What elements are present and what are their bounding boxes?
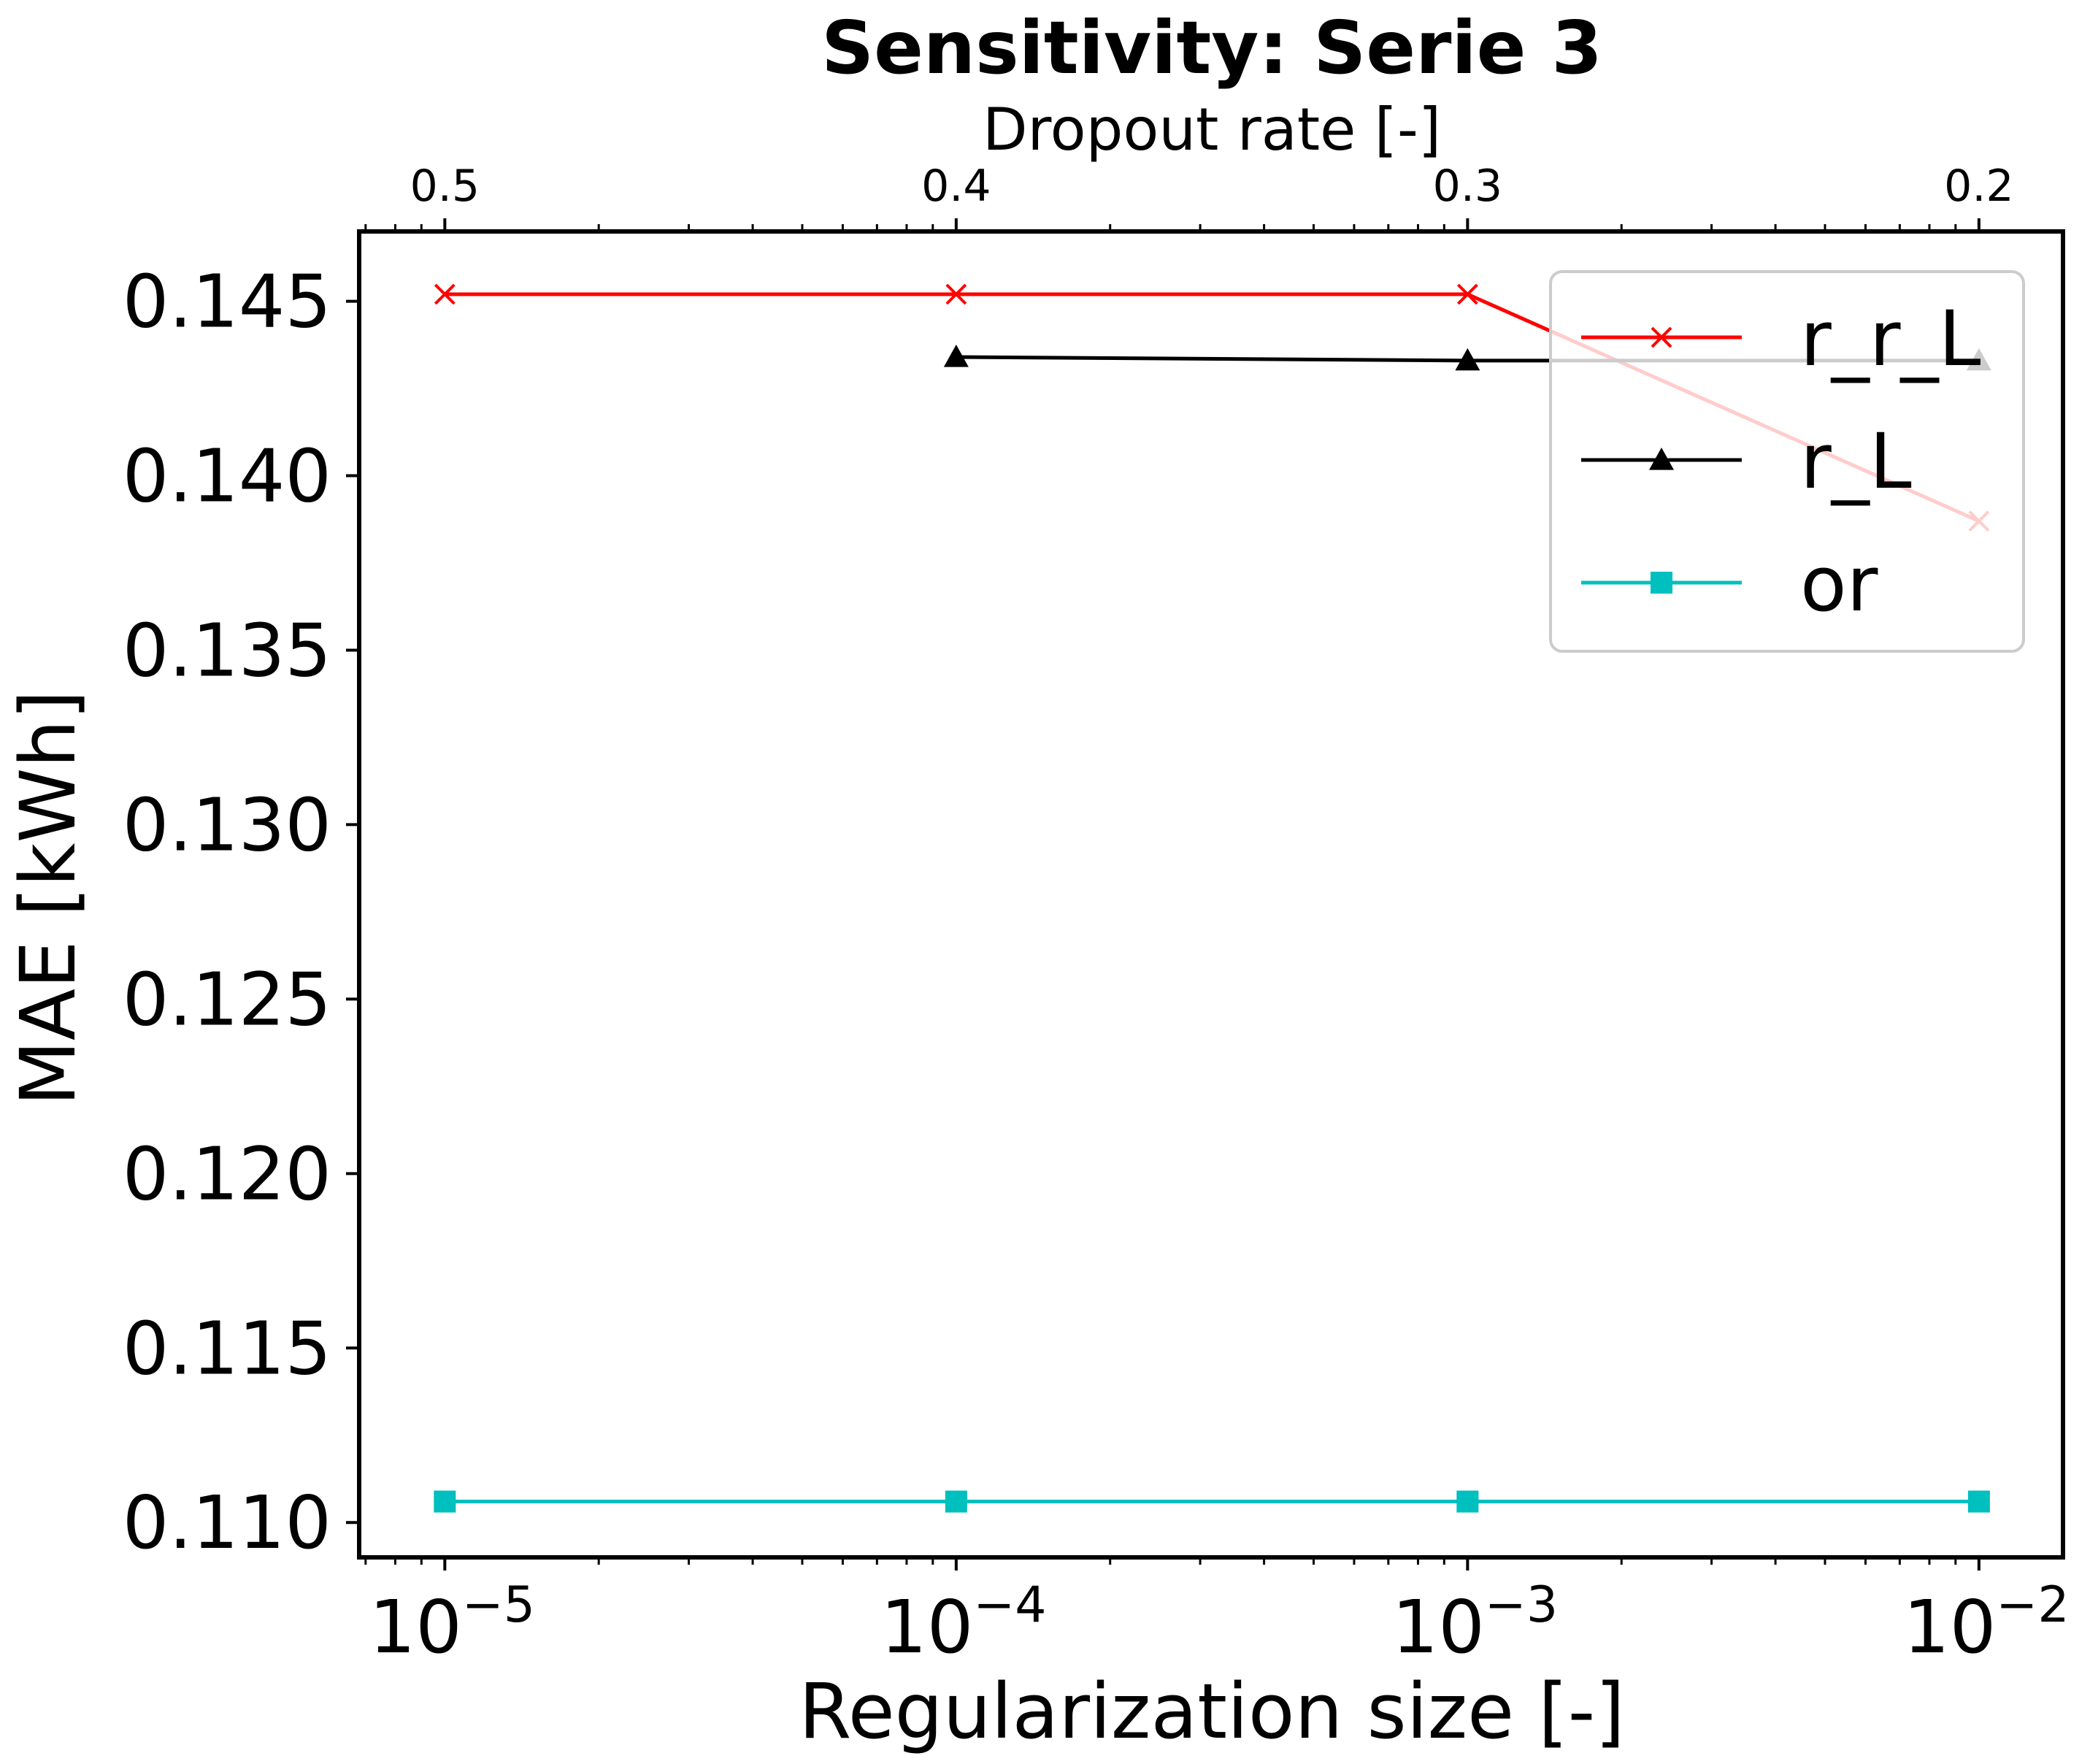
y-tick-label: 0.125	[123, 956, 331, 1042]
y-axis-label: MAE [kWh]	[4, 690, 93, 1106]
y-tick-label: 0.130	[123, 782, 331, 867]
legend-label: r_r_L	[1800, 294, 1981, 383]
marker-triangle	[1649, 448, 1674, 470]
legend-entry-r_r_L: r_r_L	[1581, 294, 1981, 383]
chart-title: Sensitivity: Serie 3	[821, 5, 1602, 91]
series-or	[434, 1490, 1990, 1513]
x-tick-exponent: −3	[1485, 1576, 1558, 1634]
legend-box	[1549, 270, 2025, 653]
top-tick-label: 0.2	[1944, 161, 2013, 212]
y-tick-label: 0.120	[123, 1131, 331, 1216]
legend-entry-r_L: r_L	[1581, 417, 1912, 506]
y-tick-label: 0.110	[123, 1480, 331, 1565]
x-tick-label: 10−4	[880, 1576, 1047, 1670]
y-tick-label: 0.115	[123, 1305, 331, 1391]
x-tick-exponent: −4	[973, 1576, 1046, 1634]
marker-x	[945, 283, 967, 305]
x-tick-exponent: −2	[1996, 1576, 2069, 1634]
marker-square	[945, 1490, 967, 1513]
x-tick-exponent: −5	[462, 1576, 535, 1634]
marker-x	[434, 283, 456, 305]
ticks-layer: 0.110 0.115 0.120 0.125 0.130 0.135 0.140 0.145…	[123, 161, 2070, 1670]
x-axis-label: Regularization size [-]	[799, 1667, 1625, 1756]
marker-triangle	[943, 345, 969, 367]
x-tick-label: 10−3	[1392, 1576, 1559, 1670]
marker-x	[1651, 326, 1672, 348]
marker-square	[1456, 1490, 1479, 1513]
legend: r_r_L r_Lor	[1549, 270, 2025, 653]
x-tick-base: 10	[369, 1584, 462, 1670]
x-tick-base: 10	[1392, 1584, 1485, 1670]
marker-x	[1456, 283, 1478, 305]
marker-square	[434, 1490, 456, 1513]
top-tick-label: 0.4	[921, 161, 991, 212]
plot-frame	[357, 229, 2065, 1560]
top-tick-label: 0.3	[1433, 161, 1502, 212]
x-tick-label: 10−5	[369, 1576, 536, 1670]
legend-label: r_L	[1800, 417, 1912, 506]
y-tick-label: 0.135	[123, 607, 331, 693]
y-tick-label: 0.145	[123, 259, 331, 345]
x-tick-base: 10	[880, 1584, 973, 1670]
y-tick-label: 0.140	[123, 434, 331, 519]
x-tick-base: 10	[1903, 1584, 1996, 1670]
marker-triangle	[1455, 348, 1480, 371]
top-tick-label: 0.5	[410, 161, 480, 212]
marker-square	[1651, 572, 1672, 594]
x-tick-label: 10−2	[1903, 1576, 2070, 1670]
marker-square	[1967, 1490, 1990, 1513]
legend-label: or	[1800, 540, 1878, 629]
top-axis-label: Dropout rate [-]	[983, 96, 1441, 164]
legend-entry-or: or	[1581, 540, 1878, 629]
